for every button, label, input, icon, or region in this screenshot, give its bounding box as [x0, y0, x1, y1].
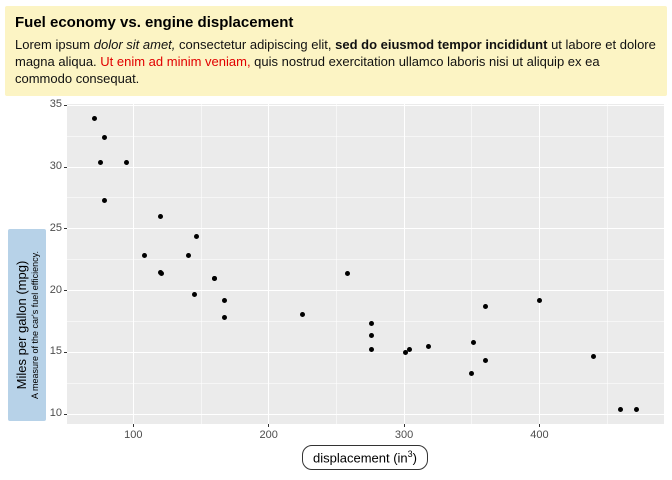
y-minor-gridline: [67, 135, 664, 137]
data-point: [634, 406, 640, 412]
y-major-gridline: [67, 228, 664, 230]
x-tick-label: 300: [394, 429, 414, 441]
header-text-segment: Lorem ipsum: [15, 37, 94, 52]
y-major-gridline: [67, 166, 664, 168]
y-tick-mark: [64, 290, 67, 292]
y-axis-title: Miles per gallon (mpg): [14, 260, 29, 390]
y-tick-label: 25: [49, 221, 62, 234]
x-axis-title-superscript: 3: [407, 449, 413, 459]
header-text-segment: sed do eiusmod tempor incididunt: [335, 37, 548, 52]
y-axis-label-rotated: Miles per gallon (mpg) A measure of the …: [8, 229, 46, 421]
y-minor-gridline: [67, 197, 664, 199]
plot-area: [67, 104, 664, 424]
x-minor-gridline: [200, 104, 202, 424]
header-text-segment: consectetur adipiscing elit,: [175, 37, 336, 52]
y-tick-mark: [64, 166, 67, 168]
x-tick-label: 200: [259, 429, 278, 441]
data-point: [536, 297, 542, 303]
y-tick-label: 35: [49, 98, 62, 111]
y-axis-label-box: Miles per gallon (mpg) A measure of the …: [8, 229, 46, 421]
data-point: [101, 134, 107, 140]
data-point: [222, 297, 228, 303]
x-major-gridline: [538, 104, 540, 424]
data-point: [186, 253, 192, 259]
y-tick-label: 15: [49, 345, 62, 358]
y-axis-subtitle: A measure of the car's fuel efficiency.: [30, 251, 40, 399]
data-point: [425, 343, 431, 349]
x-tick-label: 400: [530, 429, 549, 441]
x-tick-mark: [132, 424, 134, 427]
y-tick-label: 10: [49, 407, 62, 420]
data-point: [159, 270, 165, 276]
header-text-segment: Ut enim ad minim veniam,: [100, 54, 251, 70]
x-axis-title-prefix: displacement (in: [312, 450, 408, 466]
data-point: [618, 406, 624, 412]
data-point: [368, 332, 374, 338]
y-major-gridline: [67, 104, 664, 106]
data-point: [482, 304, 488, 310]
data-point: [406, 347, 412, 353]
data-point: [91, 116, 97, 122]
chart-title: Fuel economy vs. engine displacement: [15, 14, 294, 31]
data-point: [212, 275, 218, 281]
y-minor-gridline: [67, 259, 664, 261]
data-point: [368, 321, 374, 327]
header-note: Fuel economy vs. engine displacement Lor…: [5, 6, 667, 97]
y-tick-mark: [64, 351, 67, 353]
y-tick-mark: [64, 413, 67, 415]
data-point: [158, 213, 164, 219]
x-minor-gridline: [606, 104, 608, 424]
y-major-gridline: [67, 413, 664, 415]
x-axis-title-suffix: ): [412, 450, 418, 466]
data-point: [97, 159, 103, 165]
data-point: [124, 159, 130, 165]
header-text-segment: dolor sit amet,: [93, 37, 176, 52]
header-text-segment: ut labore et dolore magna aliqua.: [15, 37, 656, 70]
y-tick-mark: [64, 228, 67, 230]
y-minor-gridline: [67, 320, 664, 322]
y-tick-label: 30: [49, 160, 62, 172]
data-point: [222, 315, 228, 321]
data-point: [344, 270, 350, 276]
header-text-segment: quis nostrud exercitation ullamco labori…: [15, 54, 600, 87]
x-major-gridline: [403, 104, 405, 424]
header-paragraph: Lorem ipsum dolor sit amet, consectetur …: [15, 36, 657, 87]
x-major-gridline: [132, 104, 134, 424]
data-point: [368, 347, 374, 353]
data-point: [102, 197, 108, 203]
data-point: [194, 233, 200, 239]
x-minor-gridline: [335, 104, 337, 424]
y-tick-mark: [64, 104, 67, 106]
x-tick-label: 100: [124, 429, 143, 441]
data-point: [482, 358, 488, 364]
data-point: [191, 291, 197, 297]
x-tick-mark: [538, 424, 540, 427]
x-minor-gridline: [471, 104, 473, 424]
y-tick-label: 20: [49, 283, 62, 296]
data-point: [300, 311, 306, 317]
data-point: [591, 353, 597, 359]
y-major-gridline: [67, 351, 664, 353]
data-point: [470, 339, 476, 345]
data-point: [141, 253, 147, 259]
data-point: [402, 349, 408, 355]
y-minor-gridline: [67, 382, 664, 384]
x-tick-mark: [268, 424, 270, 427]
x-major-gridline: [268, 104, 270, 424]
x-axis-label-box: displacement (in3): [301, 445, 429, 471]
y-major-gridline: [67, 290, 664, 292]
data-point: [469, 370, 475, 376]
x-tick-mark: [403, 424, 405, 427]
